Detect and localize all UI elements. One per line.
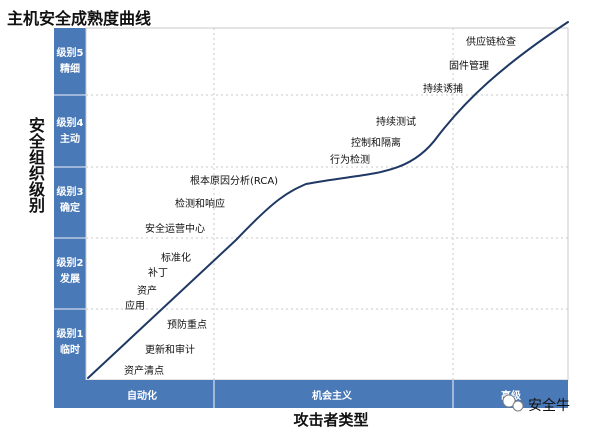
curve-annotation: 预防重点 — [167, 318, 207, 331]
curve-annotation: 根本原因分析(RCA) — [190, 174, 278, 187]
curve-annotation: 固件管理 — [449, 59, 489, 72]
curve-annotation: 持续测试 — [376, 115, 416, 128]
curve-annotation: 标准化 — [161, 251, 191, 264]
curve-annotation: 安全运营中心 — [145, 222, 205, 235]
level-desc-label: 确定 — [60, 201, 80, 214]
level-desc-label: 发展 — [59, 272, 80, 285]
curve-annotation: 补丁 — [148, 266, 168, 279]
curve-annotation: 更新和审计 — [145, 343, 195, 356]
curve-annotation: 控制和隔离 — [351, 136, 401, 149]
curve-annotation: 持续诱捕 — [423, 82, 463, 95]
curve-annotation: 行为检测 — [330, 153, 370, 166]
plot-frame — [85, 27, 569, 381]
attacker-band — [54, 380, 568, 408]
chart-title: 主机安全成熟度曲线 — [7, 9, 151, 28]
curve-annotation: 资产清点 — [124, 364, 164, 377]
curve-annotation: 资产 — [137, 284, 157, 297]
curve-annotation: 供应链检查 — [466, 35, 516, 48]
x-axis-label: 攻击者类型 — [293, 411, 368, 429]
level-desc-label: 精细 — [60, 62, 80, 75]
maturity-curve — [87, 21, 569, 379]
level-label: 级别4 — [56, 116, 84, 129]
level-desc-label: 主动 — [60, 132, 80, 145]
y-axis-label: 安全组织级别 — [28, 116, 46, 215]
level-label: 级别3 — [56, 185, 84, 198]
attacker-type-label: 自动化 — [127, 389, 157, 402]
curve-annotation: 检测和响应 — [175, 197, 225, 210]
watermark: 安全牛 — [502, 394, 570, 414]
curve-annotation: 应用 — [125, 299, 145, 312]
level-label: 级别1 — [56, 327, 84, 340]
attacker-type-label: 机会主义 — [312, 389, 353, 402]
wechat-icon — [502, 394, 524, 412]
level-label: 级别5 — [56, 46, 84, 59]
level-label: 级别2 — [56, 256, 84, 269]
level-band — [54, 28, 86, 380]
level-desc-label: 临时 — [60, 343, 80, 356]
watermark-text: 安全牛 — [528, 397, 570, 414]
